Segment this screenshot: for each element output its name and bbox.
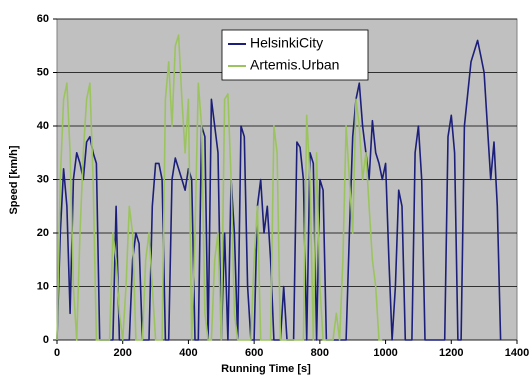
y-tick-label: 30	[37, 173, 49, 185]
series-line	[56, 34, 383, 341]
x-tick-label: 200	[114, 347, 132, 359]
y-tick-label: 40	[37, 120, 49, 132]
legend-label: HelsinkiCity	[250, 35, 323, 51]
legend-label: Artemis.Urban	[250, 57, 339, 73]
x-tick-label: 1000	[373, 347, 397, 359]
legend-box	[221, 29, 369, 81]
y-tick-label: 0	[43, 334, 49, 346]
y-tick-label: 10	[37, 280, 49, 292]
series-line	[56, 39, 502, 341]
x-tick-label: 600	[245, 347, 263, 359]
y-axis-title: Speed [km/h]	[8, 145, 20, 214]
x-tick-label: 1400	[505, 347, 529, 359]
x-tick-label: 0	[54, 347, 60, 359]
y-tick-label: 60	[37, 13, 49, 25]
x-axis-title: Running Time [s]	[221, 363, 311, 375]
y-tick-label: 50	[37, 66, 49, 78]
y-tick-label: 20	[37, 227, 49, 239]
x-tick-label: 1200	[439, 347, 463, 359]
x-tick-label: 800	[311, 347, 329, 359]
x-tick-label: 400	[179, 347, 197, 359]
